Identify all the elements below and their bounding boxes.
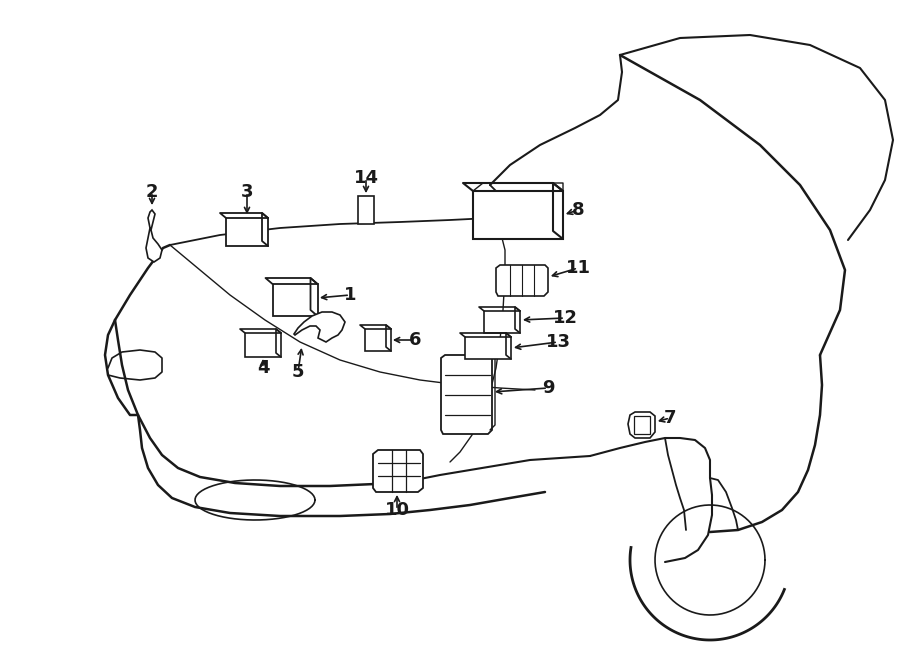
Text: 8: 8 [572, 201, 584, 219]
Polygon shape [441, 355, 492, 434]
Polygon shape [358, 196, 374, 224]
Polygon shape [273, 284, 318, 316]
Text: 5: 5 [292, 363, 304, 381]
Text: 2: 2 [146, 183, 158, 201]
Text: 9: 9 [542, 379, 554, 397]
Text: 6: 6 [409, 331, 421, 349]
Polygon shape [628, 412, 655, 438]
Polygon shape [294, 312, 345, 342]
Polygon shape [245, 333, 281, 357]
Text: 14: 14 [354, 169, 379, 187]
Polygon shape [473, 191, 563, 239]
Polygon shape [365, 329, 391, 351]
Polygon shape [484, 311, 520, 333]
Text: 12: 12 [553, 309, 578, 327]
Polygon shape [496, 265, 548, 296]
Text: 13: 13 [545, 333, 571, 351]
Text: 3: 3 [241, 183, 253, 201]
Polygon shape [226, 218, 268, 246]
Text: 4: 4 [256, 359, 269, 377]
Polygon shape [373, 450, 423, 492]
Text: 1: 1 [344, 286, 356, 304]
Polygon shape [146, 210, 162, 262]
Polygon shape [634, 416, 650, 434]
Text: 10: 10 [384, 501, 410, 519]
Polygon shape [465, 337, 511, 359]
Text: 11: 11 [565, 259, 590, 277]
Text: 7: 7 [664, 409, 676, 427]
